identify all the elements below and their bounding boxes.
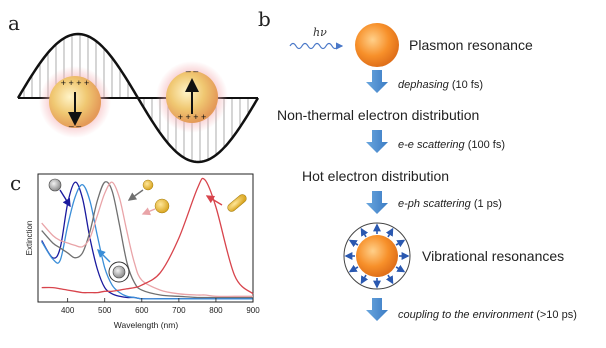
vibration-arrow	[395, 239, 406, 248]
panel-a-label: a	[8, 11, 20, 35]
flow-arrow-1	[366, 70, 388, 93]
x-tick-label: 800	[209, 306, 223, 315]
navy-pointer	[59, 189, 71, 208]
vibration-arrow	[360, 274, 369, 285]
photon-wave	[289, 42, 344, 50]
core-shell-icon	[108, 261, 130, 283]
flow-arrow-2	[366, 130, 388, 153]
gray-pointer	[127, 189, 144, 201]
step-plasmon-resonance: Plasmon resonance	[409, 37, 533, 53]
x-tick-label: 500	[98, 306, 112, 315]
large-gold-sphere-icon	[154, 198, 170, 214]
photon-label: hν	[313, 26, 327, 39]
spectrum-line-4	[41, 181, 253, 298]
charges-bottom-left: – –	[69, 121, 82, 131]
charges-top-right: – –	[186, 66, 199, 76]
panel-b: b hν Plasmon resonance dephasing (10 fs)…	[258, 7, 577, 321]
vibration-arrow	[348, 239, 359, 248]
spectrum-line-5	[41, 177, 254, 295]
process-dephasing: dephasing (10 fs)	[398, 79, 483, 91]
x-tick-label: 900	[246, 306, 260, 315]
x-tick-label: 700	[172, 306, 186, 315]
vibration-arrow	[360, 227, 369, 238]
panel-a: a + + + + – – – – + + + +	[8, 11, 260, 164]
step-vibrational: Vibrational resonances	[422, 248, 564, 264]
flow-arrow-4	[366, 298, 388, 321]
vibration-arrow	[348, 264, 359, 273]
plasmon-sphere	[355, 23, 399, 67]
plot-frame	[37, 173, 254, 303]
red-pointer	[205, 195, 223, 206]
vibrational-sphere	[343, 222, 411, 290]
nanoparticle-left: + + + + – –	[39, 66, 111, 138]
spectrum-line-3	[41, 181, 253, 299]
silver-sphere-icon	[48, 178, 62, 192]
panel-c: c 400 500 600 700 800 900 Extinction Waveleng…	[10, 171, 260, 330]
y-axis-label: Extinction	[25, 221, 34, 256]
spectrum-line-2	[41, 184, 253, 300]
step-hot-electron: Hot electron distribution	[302, 168, 449, 184]
charges-bottom-right: + + + +	[178, 112, 207, 122]
blue-pointer	[97, 249, 111, 263]
process-ee-scattering: e-e scattering (100 fs)	[398, 139, 505, 151]
gold-nanorod-icon	[227, 194, 247, 212]
x-axis-label: Wavelength (nm)	[114, 320, 179, 330]
x-tick-label: 400	[61, 306, 75, 315]
process-coupling: coupling to the environment (>10 ps)	[398, 309, 577, 321]
spectra-curves	[41, 177, 254, 300]
small-gold-sphere-icon	[142, 179, 154, 191]
nanoparticle-right: – – + + + +	[156, 61, 228, 133]
process-eph-scattering: e-ph scattering (1 ps)	[398, 198, 502, 210]
sine-wave	[16, 32, 260, 164]
x-tick-label: 600	[135, 306, 149, 315]
x-ticks: 400 500 600 700 800 900	[61, 298, 260, 315]
pink-pointer	[141, 207, 156, 216]
step-non-thermal: Non-thermal electron distribution	[277, 107, 479, 123]
vibration-arrow	[385, 274, 394, 285]
vibration-arrow	[385, 227, 394, 238]
vibration-arrows	[344, 223, 410, 289]
flow-arrow-3	[366, 191, 388, 214]
vibration-arrow	[395, 264, 406, 273]
panel-c-label: c	[10, 171, 21, 195]
panel-b-label: b	[258, 7, 271, 31]
charges-top-left: + + + +	[61, 78, 90, 88]
